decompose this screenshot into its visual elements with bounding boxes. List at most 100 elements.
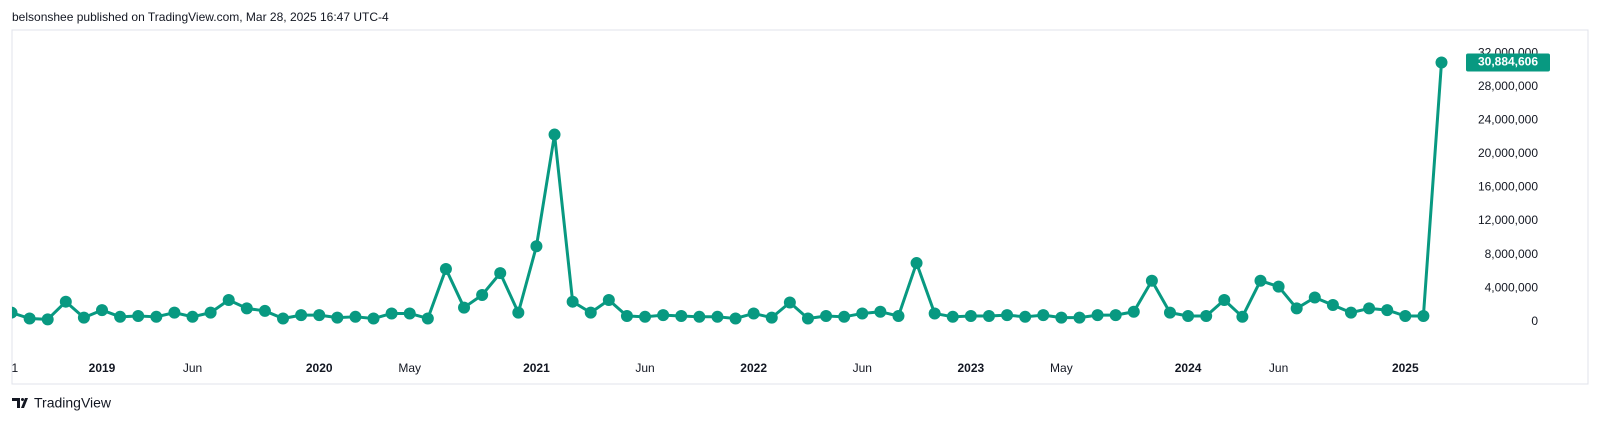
- point: [1127, 305, 1140, 318]
- point: [349, 310, 362, 323]
- point: [1145, 274, 1158, 287]
- x-tick-label: 2021: [523, 361, 550, 375]
- point: [1417, 309, 1430, 322]
- x-tick-label: Jun: [853, 361, 872, 375]
- point: [439, 262, 452, 275]
- x-tick-label: 2025: [1392, 361, 1419, 375]
- point: [602, 294, 615, 307]
- point: [584, 306, 597, 319]
- y-tick-label: 24,000,000: [1478, 112, 1538, 126]
- point: [639, 310, 652, 323]
- point: [458, 301, 471, 314]
- point: [946, 310, 959, 323]
- y-tick-label: 4,000,000: [1485, 280, 1539, 294]
- point: [41, 313, 54, 326]
- point: [1290, 302, 1303, 315]
- point: [1236, 310, 1249, 323]
- point: [403, 307, 416, 320]
- point: [1109, 309, 1122, 322]
- x-tick-label: 2024: [1175, 361, 1202, 375]
- last-value-label: 30,884,606: [1478, 55, 1538, 69]
- point: [620, 309, 633, 322]
- chart-frame: [11, 29, 1589, 385]
- point: [693, 310, 706, 323]
- point: [765, 311, 778, 324]
- point: [1363, 302, 1376, 315]
- point: [186, 310, 199, 323]
- point: [23, 312, 36, 325]
- point: [856, 307, 869, 320]
- point: [494, 267, 507, 280]
- point: [1326, 299, 1339, 312]
- point: [1037, 309, 1050, 322]
- point: [982, 309, 995, 322]
- y-tick-label: 16,000,000: [1478, 180, 1538, 194]
- point: [258, 304, 271, 317]
- x-tick-label: Jun: [635, 361, 654, 375]
- point: [277, 312, 290, 325]
- y-tick-label: 20,000,000: [1478, 146, 1538, 160]
- y-tick-label: 8,000,000: [1485, 247, 1539, 261]
- plot-area: 31 2019 Jun 2020 May 2021 Jun 2022 Jun 2023 May 202…: [5, 56, 1448, 375]
- point: [367, 312, 380, 325]
- x-tick-label: May: [1050, 361, 1073, 375]
- header-text: belsonshee published on TradingView.com,…: [12, 10, 389, 24]
- point: [1073, 311, 1086, 324]
- point: [928, 307, 941, 320]
- point: [675, 309, 688, 322]
- point: [530, 240, 543, 253]
- x-tick-label: 2023: [958, 361, 985, 375]
- point: [168, 306, 181, 319]
- point: [59, 295, 72, 308]
- point: [1182, 309, 1195, 322]
- point: [132, 309, 145, 322]
- point: [114, 310, 127, 323]
- x-tick-label: 2020: [306, 361, 333, 375]
- point: [1200, 309, 1213, 322]
- point: [150, 310, 163, 323]
- x-tick-label: 31: [5, 361, 19, 375]
- y-tick-label: 28,000,000: [1478, 79, 1538, 93]
- point: [295, 309, 308, 322]
- point: [1344, 306, 1357, 319]
- point: [1381, 304, 1394, 317]
- point: [1254, 274, 1267, 287]
- y-axis: 0 4,000,000 8,000,000 12,000,000 16,000,000 2…: [1466, 45, 1550, 328]
- logo: [12, 398, 28, 408]
- point: [1019, 310, 1032, 323]
- point: [204, 306, 217, 319]
- line: [12, 62, 1443, 321]
- point: [838, 310, 851, 323]
- x-tick-label: Jun: [183, 361, 202, 375]
- footer-brand: TradingView: [34, 395, 112, 411]
- last-value-badge: [1466, 53, 1550, 72]
- point: [1055, 311, 1068, 324]
- point: [313, 309, 326, 322]
- point: [96, 304, 109, 317]
- point: [1163, 306, 1176, 319]
- x-tick-label: Jun: [1269, 361, 1288, 375]
- x-tick-label: 2022: [740, 361, 767, 375]
- point: [892, 309, 905, 322]
- y-tick-label: 12,000,000: [1478, 213, 1538, 227]
- point: [1399, 309, 1412, 322]
- point: [801, 312, 814, 325]
- point: [421, 312, 434, 325]
- point: [874, 305, 887, 318]
- point: [476, 288, 489, 301]
- x-tick-label: May: [398, 361, 421, 375]
- point: [1001, 309, 1014, 322]
- point: [1091, 309, 1104, 322]
- point: [747, 307, 760, 320]
- point: [711, 310, 724, 323]
- point: [1218, 294, 1231, 307]
- point: [820, 309, 833, 322]
- point: [512, 306, 525, 319]
- point: [331, 311, 344, 324]
- point: [1308, 291, 1321, 304]
- x-tick-label: 2019: [89, 361, 116, 375]
- point: [729, 312, 742, 325]
- point: [222, 294, 235, 307]
